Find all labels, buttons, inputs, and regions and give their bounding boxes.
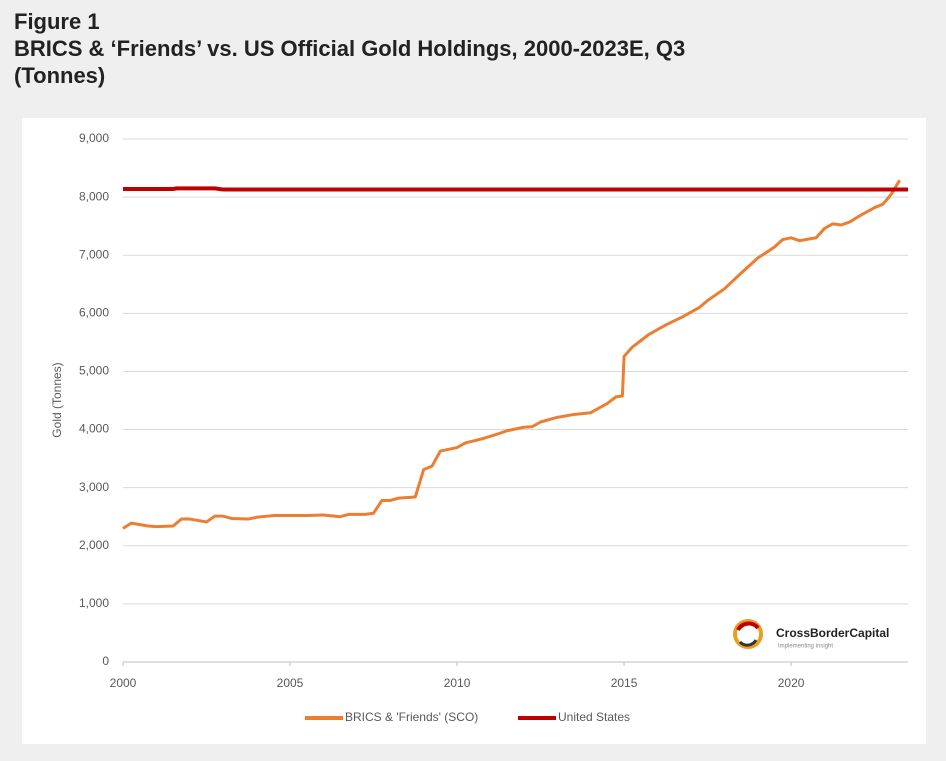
x-tick-label: 2005 xyxy=(277,676,304,690)
x-tick-label: 2010 xyxy=(444,676,471,690)
logo-ring xyxy=(733,619,763,649)
y-tick-label: 3,000 xyxy=(79,480,109,494)
x-tick-label: 2020 xyxy=(778,676,805,690)
y-axis-label: Gold (Tonnes) xyxy=(50,362,64,437)
series-line xyxy=(122,179,901,530)
legend-label: BRICS & 'Friends' (SCO) xyxy=(345,710,478,724)
y-tick-label: 0 xyxy=(102,654,109,668)
y-tick-label: 1,000 xyxy=(79,596,109,610)
y-tick-label: 9,000 xyxy=(79,131,109,145)
y-tick-label: 4,000 xyxy=(79,422,109,436)
legend-label: United States xyxy=(558,710,630,724)
panel xyxy=(22,118,926,744)
x-tick-label: 2000 xyxy=(110,676,137,690)
y-tick-label: 5,000 xyxy=(79,364,109,378)
y-tick-label: 8,000 xyxy=(79,189,109,203)
chart-title: BRICS & ‘Friends’ vs. US Official Gold H… xyxy=(14,36,686,88)
logo-swirl xyxy=(738,639,758,647)
logo-swirl xyxy=(736,621,760,632)
y-tick-label: 7,000 xyxy=(79,247,109,261)
figure-label: Figure 1 xyxy=(14,9,100,34)
x-tick-label: 2015 xyxy=(611,676,638,690)
logo-tagline: Implementing insight xyxy=(778,644,833,650)
y-tick-label: 2,000 xyxy=(79,538,109,552)
logo: CrossBorderCapital Implementing insight xyxy=(733,619,889,650)
series-line xyxy=(123,186,908,192)
logo-name: CrossBorderCapital xyxy=(776,626,889,640)
y-tick-label: 6,000 xyxy=(79,306,109,320)
